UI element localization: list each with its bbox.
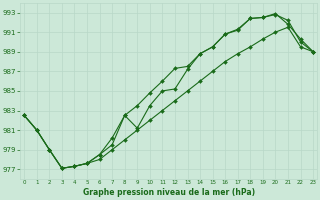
X-axis label: Graphe pression niveau de la mer (hPa): Graphe pression niveau de la mer (hPa) bbox=[83, 188, 255, 197]
